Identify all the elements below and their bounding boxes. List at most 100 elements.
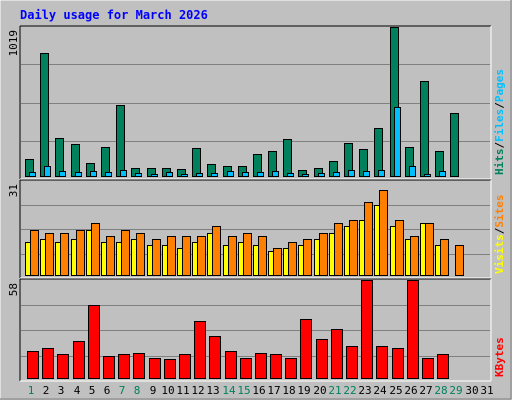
x-label-day-21: 21 bbox=[328, 384, 341, 397]
legend-sites: Sites bbox=[493, 195, 506, 228]
sites-bar-day-28 bbox=[440, 239, 449, 276]
hits-bar-day-24 bbox=[374, 128, 383, 177]
sites-bar-day-15 bbox=[243, 233, 252, 276]
legend-sep: / bbox=[493, 142, 506, 149]
x-label-day-15: 15 bbox=[237, 384, 250, 397]
sites-bar-day-29 bbox=[455, 245, 464, 276]
kbytes-bar-day-9 bbox=[149, 358, 161, 379]
sites-bar-day-24 bbox=[379, 190, 388, 276]
legend-sep: / bbox=[493, 227, 506, 234]
kbytes-bar-day-16 bbox=[255, 353, 267, 379]
kbytes-bar-day-20 bbox=[316, 339, 328, 379]
files-bar-day-23 bbox=[363, 171, 370, 177]
files-bar-day-25 bbox=[394, 107, 401, 177]
files-bar-day-7 bbox=[120, 170, 127, 177]
sites-bar-day-12 bbox=[197, 236, 206, 276]
sites-bar-day-6 bbox=[106, 236, 115, 276]
x-label-day-4: 4 bbox=[74, 384, 81, 397]
files-bar-day-4 bbox=[75, 172, 82, 177]
files-bar-day-16 bbox=[257, 172, 264, 177]
files-bar-day-18 bbox=[287, 173, 294, 177]
x-label-day-1: 1 bbox=[28, 384, 35, 397]
chart-title: Daily usage for March 2026 bbox=[20, 8, 208, 22]
files-bar-day-8 bbox=[135, 173, 142, 177]
kbytes-bar-day-4 bbox=[73, 341, 85, 379]
sites-bar-day-13 bbox=[212, 226, 221, 276]
files-bar-day-20 bbox=[318, 173, 325, 177]
legend-kbytes: KBytes bbox=[493, 337, 506, 377]
kbytes-bar-day-28 bbox=[437, 354, 449, 379]
sites-bar-day-9 bbox=[152, 239, 161, 276]
sites-bar-day-19 bbox=[303, 239, 312, 276]
x-label-day-14: 14 bbox=[222, 384, 236, 397]
sites-bar-day-18 bbox=[288, 242, 297, 276]
files-bar-day-9 bbox=[151, 174, 158, 177]
sites-bar-day-23 bbox=[364, 202, 373, 276]
x-label-day-8: 8 bbox=[134, 384, 141, 397]
x-label-day-26: 26 bbox=[404, 384, 417, 397]
kbytes-bar-day-8 bbox=[133, 353, 145, 379]
legend-visits: Visits bbox=[493, 234, 506, 274]
sites-bar-day-21 bbox=[334, 223, 343, 276]
x-label-day-29: 29 bbox=[449, 384, 462, 397]
kbytes-bar-day-19 bbox=[300, 319, 312, 379]
kbytes-bar-day-15 bbox=[240, 358, 252, 379]
legend-hits: Hits bbox=[493, 149, 506, 176]
sites-bar-day-27 bbox=[425, 223, 434, 276]
hits-bar-day-2 bbox=[40, 53, 49, 177]
x-label-day-24: 24 bbox=[373, 384, 387, 397]
x-label-day-5: 5 bbox=[89, 384, 96, 397]
kbytes-bar-day-17 bbox=[270, 354, 282, 379]
hits-bar-day-3 bbox=[55, 138, 64, 177]
sites-bar-day-10 bbox=[167, 236, 176, 276]
sites-bar-day-26 bbox=[410, 236, 419, 276]
x-label-day-11: 11 bbox=[176, 384, 189, 397]
sites-bar-day-8 bbox=[136, 233, 145, 276]
files-bar-day-22 bbox=[348, 170, 355, 177]
hits-bar-day-18 bbox=[283, 139, 292, 177]
sites-bar-day-25 bbox=[395, 220, 404, 276]
files-bar-day-17 bbox=[272, 171, 279, 177]
x-label-day-12: 12 bbox=[191, 384, 204, 397]
kbytes-bar-day-5 bbox=[88, 305, 100, 379]
files-bar-day-26 bbox=[409, 166, 416, 177]
kbytes-bar-day-26 bbox=[407, 280, 419, 379]
kbytes-bar-day-27 bbox=[422, 358, 434, 379]
kbytes-panel: 58 KBytes bbox=[7, 278, 506, 382]
files-bar-day-3 bbox=[59, 171, 66, 177]
hits-bar-day-4 bbox=[71, 144, 80, 177]
files-bar-day-5 bbox=[90, 171, 97, 177]
kbytes-ymax-label: 58 bbox=[7, 283, 20, 296]
sites-bar-day-11 bbox=[182, 236, 191, 276]
sites-bar-day-22 bbox=[349, 220, 358, 276]
x-label-day-19: 19 bbox=[297, 384, 310, 397]
sites-bar-day-1 bbox=[30, 230, 39, 276]
kbytes-bar-day-18 bbox=[285, 358, 297, 379]
x-label-day-6: 6 bbox=[104, 384, 111, 397]
files-bar-day-28 bbox=[439, 171, 446, 177]
hits-bar-day-12 bbox=[192, 148, 201, 177]
legend-pages: Pages bbox=[493, 69, 506, 102]
hits-bar-day-29 bbox=[450, 113, 459, 177]
hits-bar-day-27 bbox=[420, 81, 429, 177]
kbytes-bar-day-22 bbox=[346, 346, 358, 379]
visits-sites-legend: Visits/Sites bbox=[493, 195, 506, 275]
files-bar-day-24 bbox=[378, 170, 385, 177]
kbytes-bar-day-13 bbox=[209, 336, 221, 379]
files-bar-day-27 bbox=[424, 174, 431, 177]
kbytes-bar-day-2 bbox=[42, 348, 54, 379]
kbytes-bar-day-14 bbox=[225, 351, 237, 379]
visits-sites-panel: 31 Visits/Sites bbox=[7, 179, 506, 279]
kbytes-legend: KBytes bbox=[493, 337, 506, 377]
x-label-day-2: 2 bbox=[43, 384, 50, 397]
files-bar-day-6 bbox=[105, 172, 112, 177]
x-label-day-7: 7 bbox=[119, 384, 126, 397]
kbytes-bar-day-23 bbox=[361, 280, 373, 379]
hits-files-legend: Hits/Files/Pages bbox=[493, 69, 506, 175]
sites-bar-day-4 bbox=[76, 230, 85, 276]
x-label-day-20: 20 bbox=[313, 384, 326, 397]
x-label-day-28: 28 bbox=[434, 384, 447, 397]
